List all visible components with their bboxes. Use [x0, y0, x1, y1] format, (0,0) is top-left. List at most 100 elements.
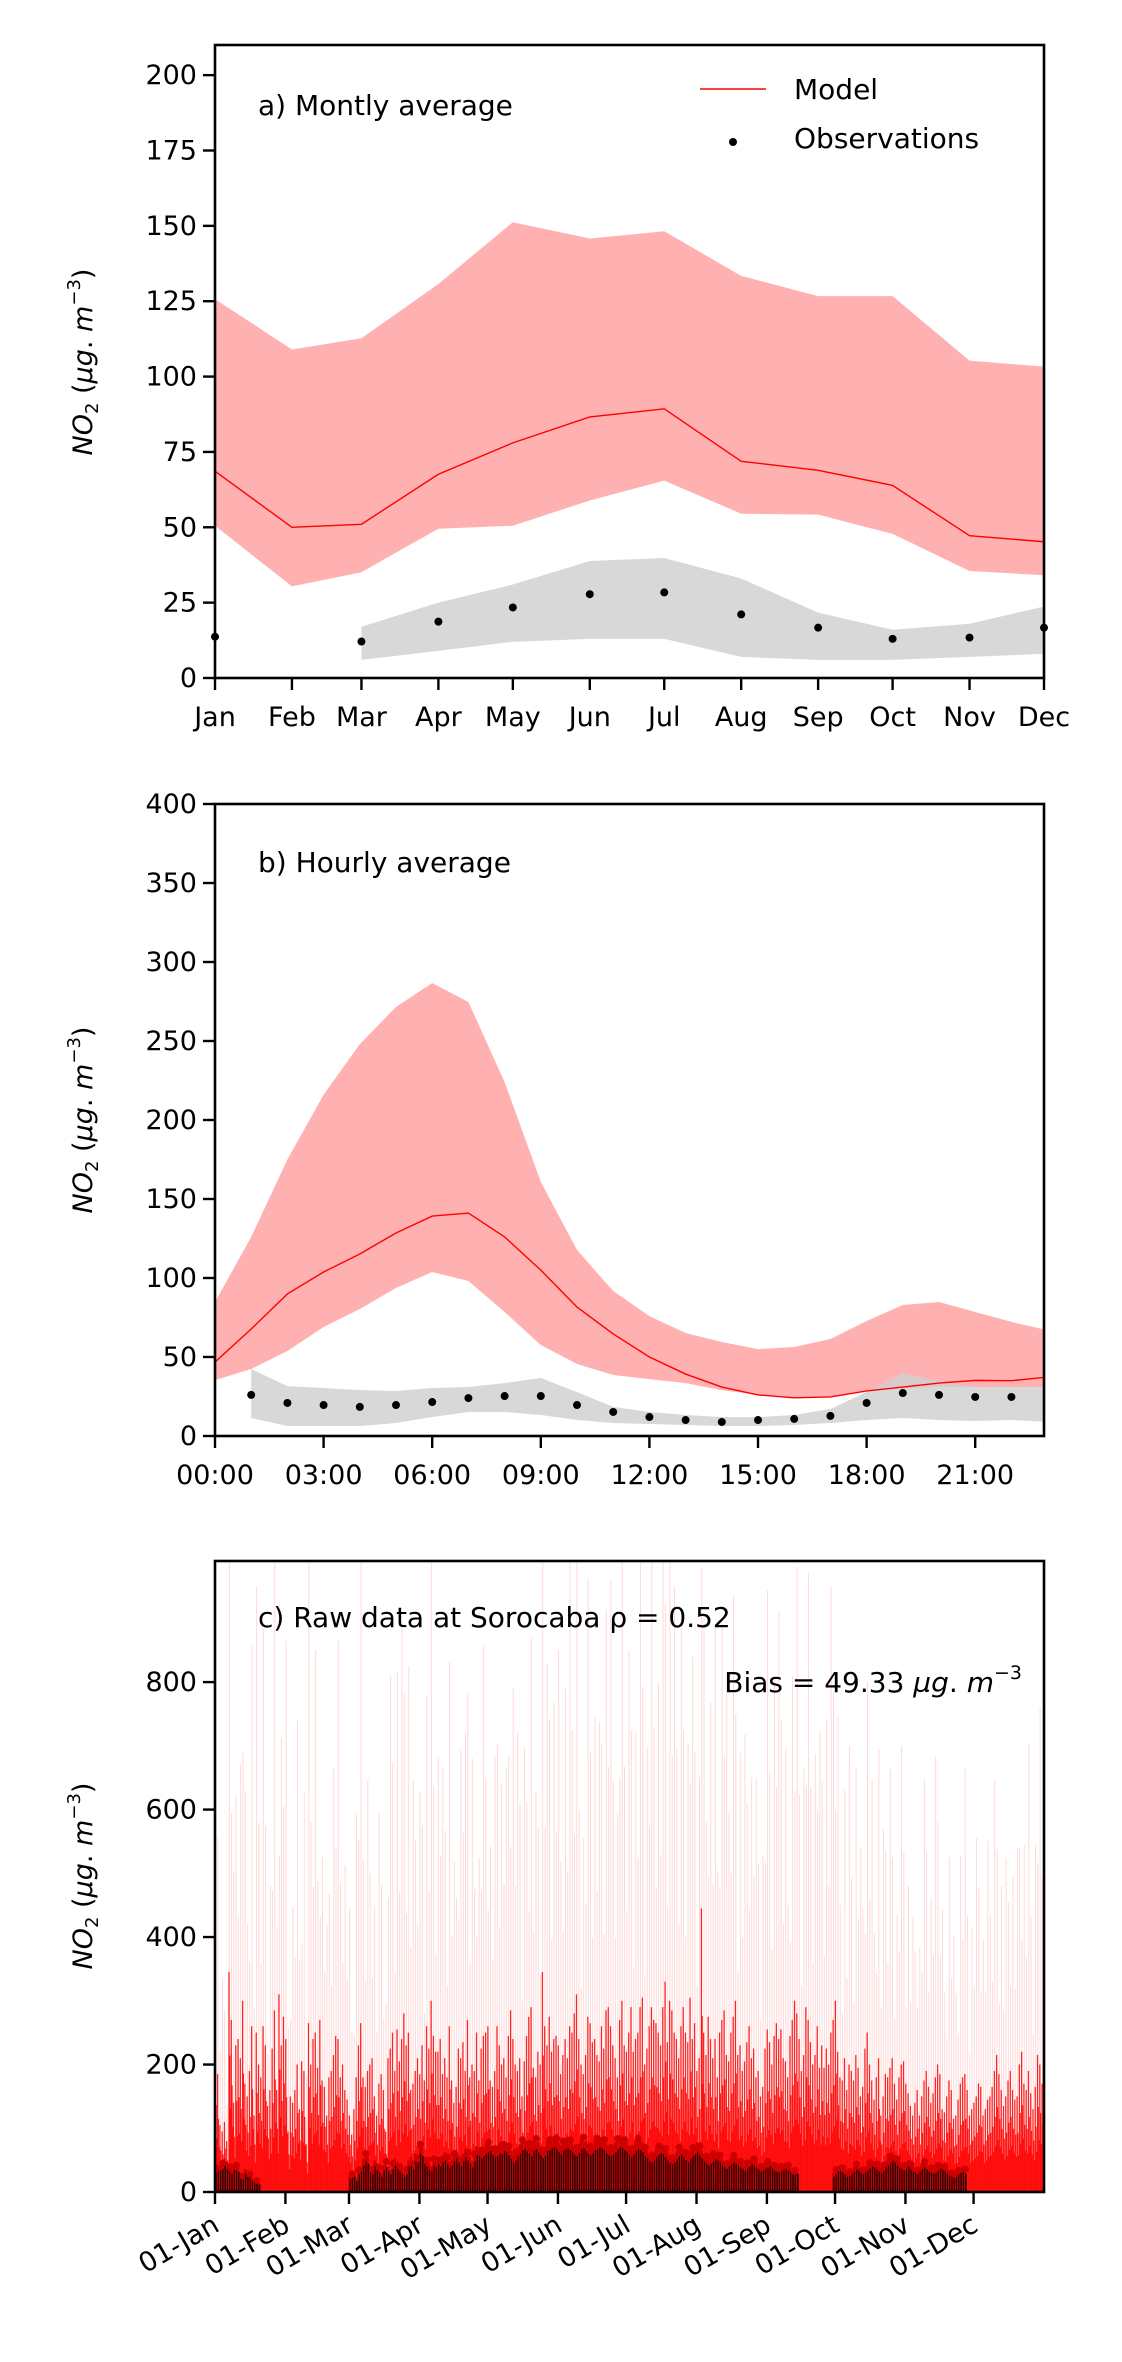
observation-point — [500, 1392, 509, 1401]
observation-point — [717, 1417, 726, 1426]
observation-marker — [662, 2145, 670, 2153]
observation-marker — [444, 2153, 452, 2161]
observation-marker — [566, 2136, 574, 2144]
raw-y-ticks: 0 200 400 600 800 — [145, 1667, 215, 2208]
ylabel-sup: −3 — [64, 279, 85, 306]
observation-marker — [750, 2155, 758, 2163]
legend-model-label: Model — [794, 73, 878, 106]
observation-point — [319, 1401, 328, 1410]
observation-marker — [226, 2163, 234, 2171]
raw-axes-frame — [213, 1559, 1046, 2194]
observation-marker — [232, 2161, 240, 2169]
raw-x-ticks: 01-Jan01-Feb01-Mar01-Apr01-May01-Jun01-J… — [133, 2192, 983, 2286]
x-tick-label: Sep — [793, 702, 844, 733]
x-tick-label: 18:00 — [828, 1460, 906, 1491]
x-tick-label: Jan — [192, 702, 236, 733]
observation-point — [357, 637, 366, 646]
ylabel-open: ( — [68, 383, 99, 402]
x-tick-label: Jun — [567, 702, 611, 733]
observation-point — [898, 1389, 907, 1398]
raw-plot-area — [215, 1561, 1044, 2192]
observations-range-band — [251, 1369, 1044, 1427]
observation-marker — [600, 2136, 608, 2144]
x-tick-label: Oct — [869, 702, 916, 733]
x-tick-label: 15:00 — [719, 1460, 797, 1491]
observation-marker — [737, 2157, 745, 2165]
svg-text:NO2 (µg. m−3): NO2 (µg. m−3) — [64, 269, 103, 456]
observation-marker — [553, 2134, 561, 2142]
observation-point — [826, 1411, 835, 1420]
y-tick-label: 100 — [145, 1263, 197, 1294]
ylabel-dot: . — [68, 332, 99, 349]
ylabel-main: NO — [68, 1928, 99, 1969]
x-tick-label: Apr — [415, 702, 463, 733]
observation-point — [754, 1416, 763, 1425]
y-tick-label: 600 — [145, 1795, 197, 1826]
observation-point — [536, 1392, 545, 1401]
y-tick-label: 250 — [145, 1026, 197, 1057]
monthly-y-ticks: 0 25 50 75 100 125 150 175 200 — [145, 60, 215, 694]
observation-marker — [362, 2150, 370, 2158]
bias-mu: µg — [912, 1666, 949, 1699]
monthly-x-ticks: Jan Feb Mar Apr May Jun Jul Aug Sep Oct Nov Dec — [192, 678, 1070, 733]
y-tick-label: 0 — [180, 663, 197, 694]
observation-marker — [702, 2152, 710, 2160]
observation-point — [888, 634, 897, 643]
x-tick-label: Feb — [268, 702, 316, 733]
ylabel-close: ) — [68, 1027, 99, 1038]
y-tick-label: 150 — [145, 1184, 197, 1215]
x-tick-label: Aug — [715, 702, 768, 733]
y-tick-label: 175 — [145, 136, 197, 167]
observation-point — [790, 1414, 799, 1423]
y-tick-label: 200 — [145, 2050, 197, 2081]
y-tick-label: 50 — [163, 1342, 197, 1373]
observation-marker — [430, 2155, 438, 2163]
y-tick-label: 0 — [180, 2177, 197, 2208]
x-tick-label: Jul — [646, 702, 681, 733]
bias-dot: . — [949, 1666, 967, 1699]
observation-point — [814, 623, 823, 632]
raw-bias-annotation: Bias = 49.33 µg. m−3 — [724, 1662, 1022, 1699]
observation-point — [247, 1390, 256, 1399]
observations-range-band — [361, 558, 1044, 660]
y-tick-label: 0 — [180, 1421, 197, 1452]
x-tick-label: May — [485, 702, 541, 733]
observation-point — [971, 1392, 980, 1401]
observation-marker — [246, 2170, 254, 2178]
ylabel-sub: 2 — [82, 403, 103, 414]
model-line — [215, 1212, 1044, 1399]
x-tick-label: Mar — [336, 702, 388, 733]
observation-point — [283, 1398, 292, 1407]
observation-marker — [839, 2164, 847, 2172]
panel-hourly-average: 0 50 100 150 200 250 300 350 400 00:00 03:00 06:00… — [64, 789, 1046, 1491]
observation-marker — [375, 2164, 383, 2172]
bias-m: m — [967, 1666, 994, 1699]
observation-marker — [532, 2134, 540, 2142]
ylabel-main: NO — [68, 414, 99, 455]
ylabel-sub: 2 — [82, 1917, 103, 1928]
y-tick-label: 200 — [145, 1105, 197, 1136]
x-tick-label: 03:00 — [285, 1460, 363, 1491]
ylabel-open: ( — [68, 1897, 99, 1916]
observation-marker — [873, 2160, 881, 2168]
panel-raw-data: 0 200 400 600 800 01-Jan01-Feb01-Mar01-Apr01… — [64, 1559, 1046, 2286]
hourly-y-ticks: 0 50 100 150 200 250 300 350 400 — [145, 789, 215, 1452]
observation-marker — [423, 2156, 431, 2164]
ylabel-dot: . — [68, 1090, 99, 1107]
svg-text:NO2 (µg. m−3): NO2 (µg. m−3) — [64, 1783, 103, 1970]
observation-point — [585, 590, 594, 599]
x-tick-label: 12:00 — [611, 1460, 689, 1491]
ylabel-m: m — [68, 1064, 99, 1090]
ylabel-main: NO — [68, 1172, 99, 1213]
model-line — [214, 408, 1045, 543]
y-tick-label: 50 — [163, 512, 197, 543]
y-tick-label: 400 — [145, 1922, 197, 1953]
observation-point — [862, 1398, 871, 1407]
observation-point — [645, 1413, 654, 1422]
observation-marker — [253, 2177, 261, 2185]
observation-point — [508, 603, 517, 612]
observation-marker — [961, 2165, 969, 2173]
y-tick-label: 150 — [145, 211, 197, 242]
y-tick-label: 400 — [145, 789, 197, 820]
observation-marker — [416, 2140, 424, 2148]
